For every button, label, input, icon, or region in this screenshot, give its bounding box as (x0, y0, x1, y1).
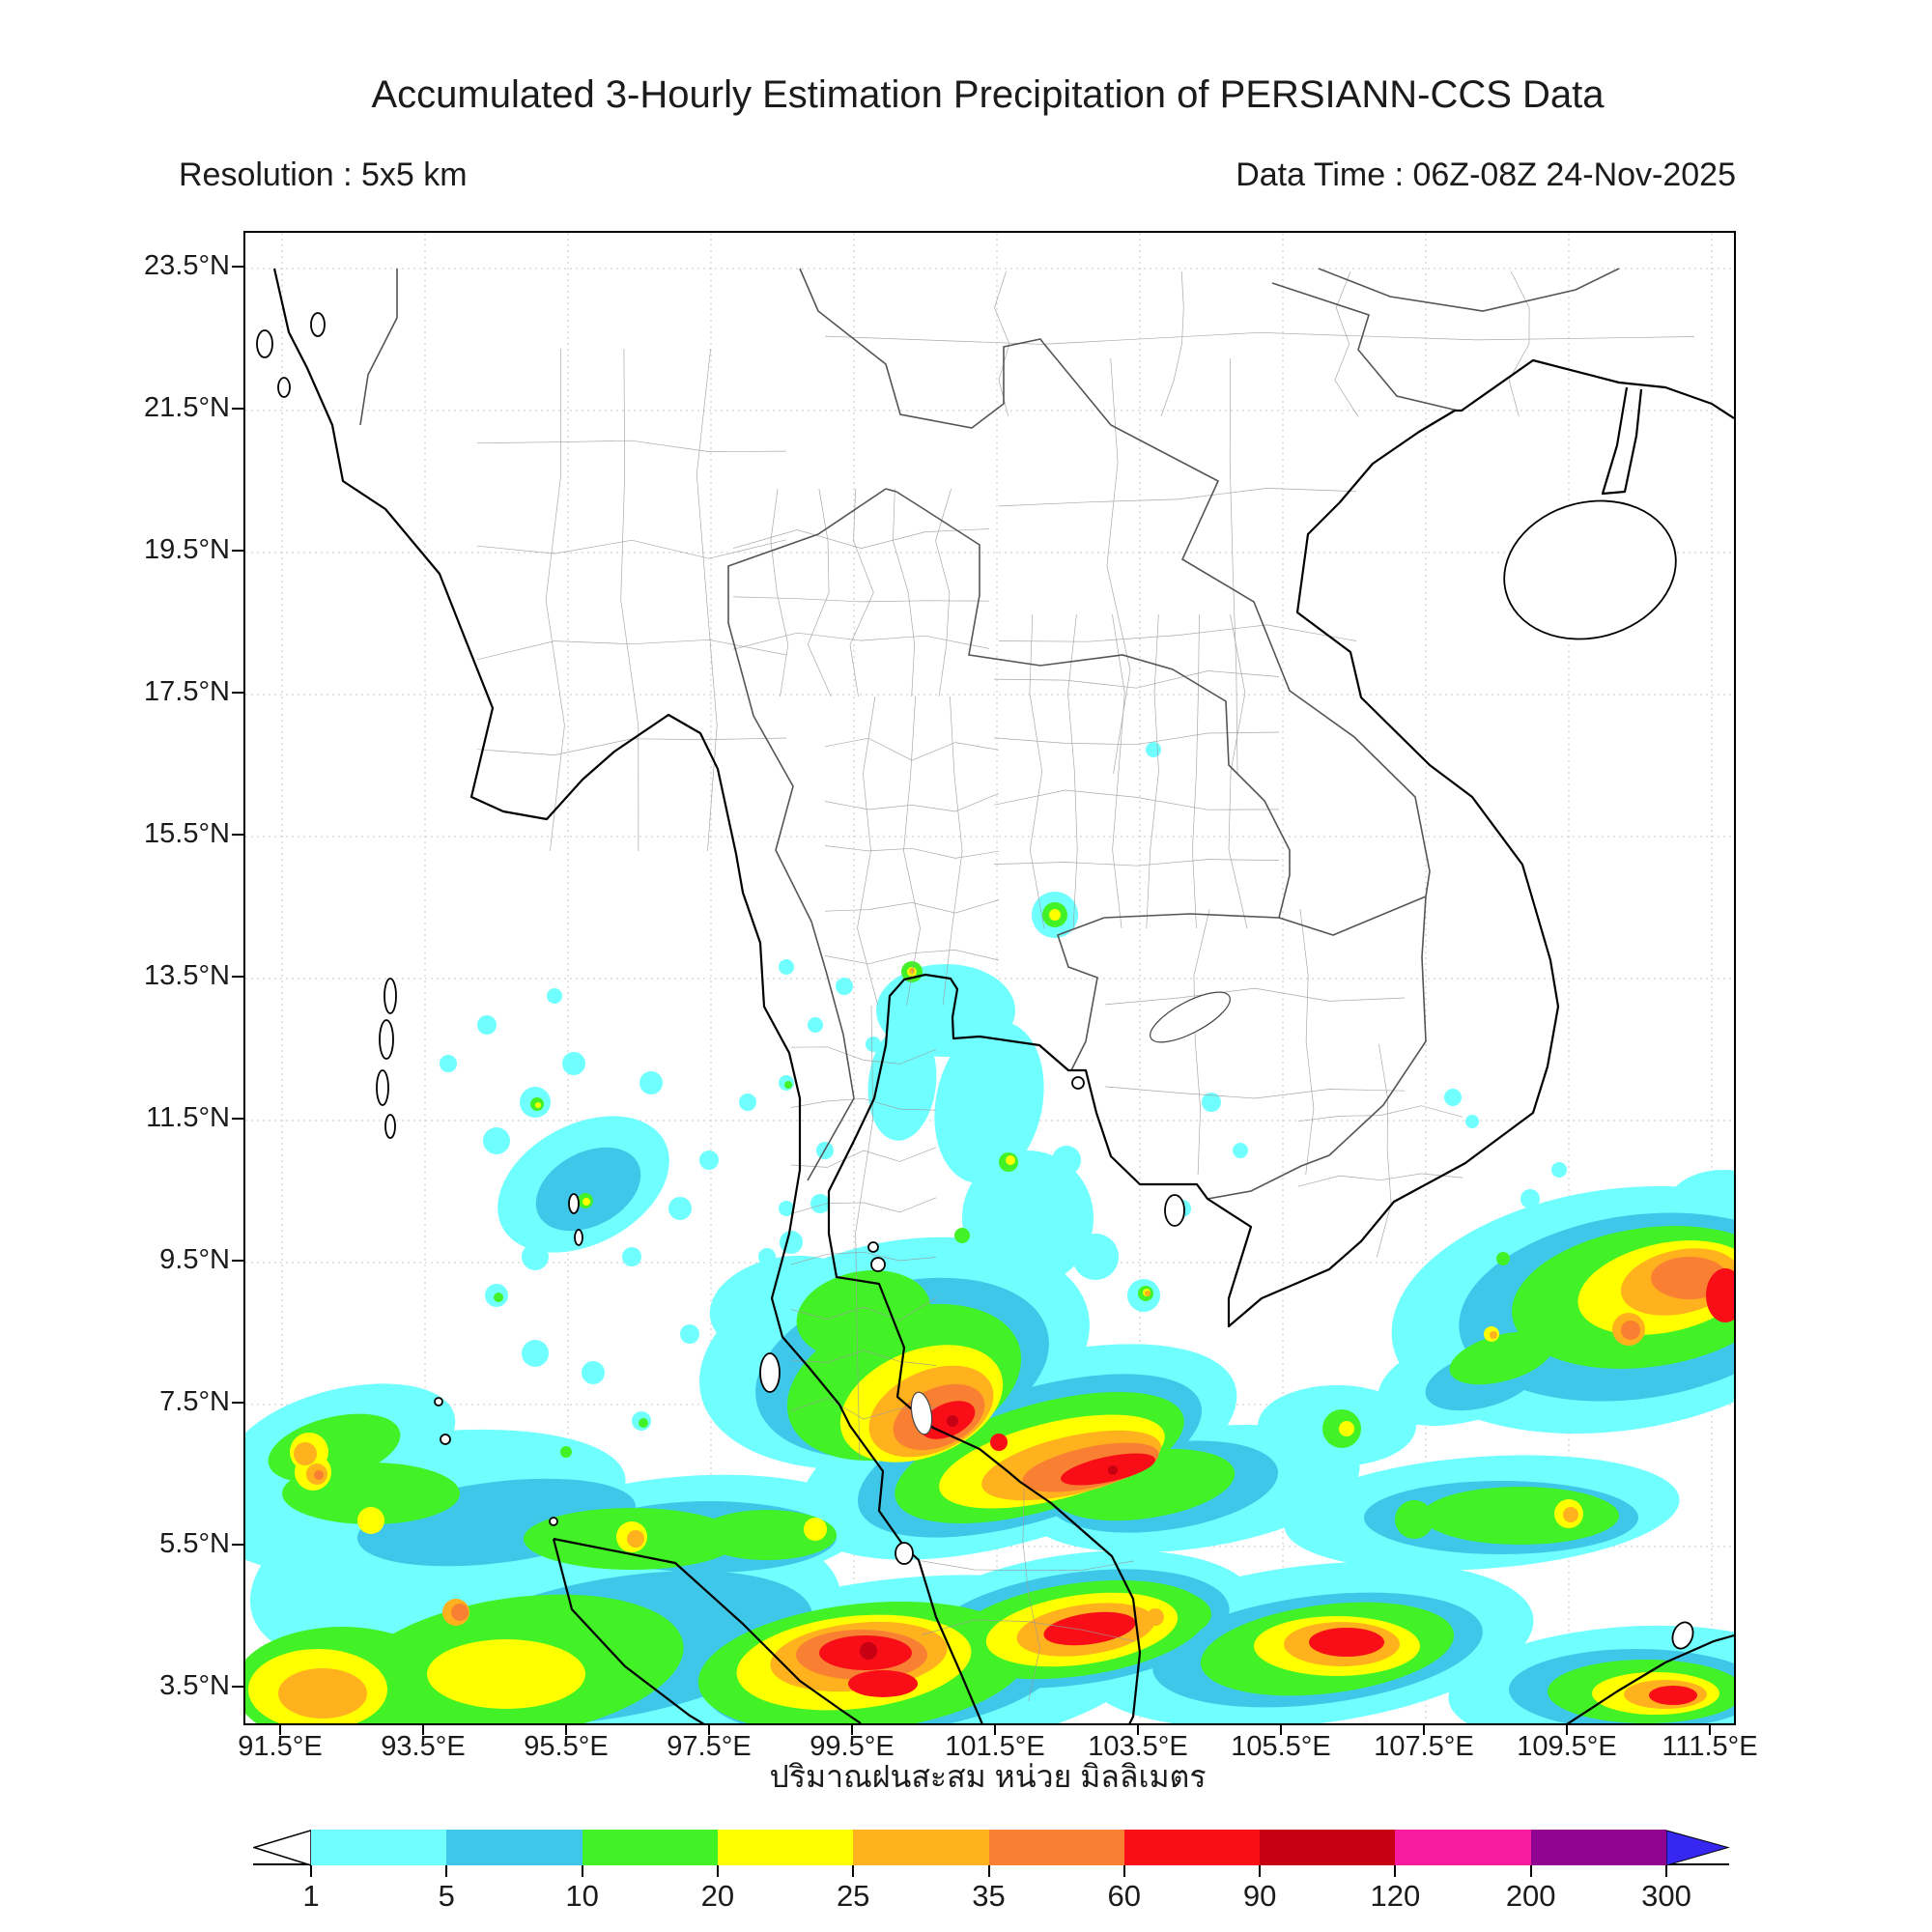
lat-tick-label: 21.5°N (144, 392, 230, 423)
lat-tick-mark (232, 1544, 243, 1546)
colorbar-tick-label: 35 (972, 1879, 1006, 1913)
lon-tick-mark (565, 1723, 567, 1735)
colorbar-segment (1530, 1830, 1667, 1865)
lon-tick-label: 99.5°E (810, 1731, 895, 1762)
colorbar-tick-mark (987, 1865, 990, 1877)
lon-tick-label: 97.5°E (667, 1731, 752, 1762)
colorbar-segment (853, 1830, 989, 1865)
lat-tick-label: 19.5°N (144, 534, 230, 565)
colorbar-segment (311, 1830, 447, 1865)
colorbar-tick-label: 5 (438, 1879, 455, 1913)
lat-tick-mark (232, 266, 243, 268)
colorbar-segment (446, 1830, 583, 1865)
lon-tick-mark (1709, 1723, 1711, 1735)
data-time-label: Data Time : 06Z-08Z 24-Nov-2025 (1236, 156, 1736, 193)
lon-tick-mark (279, 1723, 281, 1735)
lat-tick-mark (232, 1260, 243, 1262)
coastline (272, 268, 1734, 1723)
map-plot-area (243, 231, 1736, 1725)
lon-tick-mark (1423, 1723, 1425, 1735)
lon-tick-mark (851, 1723, 853, 1735)
lat-tick-mark (232, 976, 243, 978)
lat-tick-label: 23.5°N (144, 250, 230, 281)
lon-tick-mark (1566, 1723, 1568, 1735)
islands (256, 312, 1694, 1650)
colorbar-tick-mark (445, 1865, 448, 1877)
lon-tick-mark (994, 1723, 996, 1735)
lon-tick-mark (1137, 1723, 1139, 1735)
lon-tick-mark (708, 1723, 710, 1735)
colorbar-segment (988, 1830, 1125, 1865)
lon-tick-label: 93.5°E (381, 1731, 466, 1762)
colorbar-tick-mark (852, 1865, 855, 1877)
page-title: Accumulated 3-Hourly Estimation Precipit… (371, 73, 1605, 116)
map-canvas (245, 233, 1734, 1723)
colorbar-tick-label: 300 (1641, 1879, 1691, 1913)
colorbar-tick-label: 120 (1370, 1879, 1421, 1913)
colorbar-underflow-arrow-icon (253, 1830, 312, 1866)
colorbar-segment (1395, 1830, 1532, 1865)
province-boundaries (476, 270, 1695, 1702)
colorbar-tick-label: 25 (836, 1879, 870, 1913)
colorbar-tick-mark (1665, 1865, 1667, 1877)
lon-tick-label: 107.5°E (1374, 1731, 1474, 1762)
lon-tick-mark (1280, 1723, 1282, 1735)
lon-tick-label: 95.5°E (524, 1731, 609, 1762)
colorbar-tick-mark (1122, 1865, 1125, 1877)
colorbar-tick-mark (1259, 1865, 1262, 1877)
lon-tick-label: 91.5°E (238, 1731, 323, 1762)
resolution-label: Resolution : 5x5 km (179, 156, 468, 193)
lat-tick-mark (232, 834, 243, 836)
lat-tick-label: 11.5°N (146, 1102, 230, 1133)
lon-tick-mark (422, 1723, 424, 1735)
lat-tick-label: 13.5°N (144, 960, 230, 991)
lon-tick-label: 111.5°E (1662, 1731, 1758, 1762)
lat-tick-mark (232, 550, 243, 552)
lakes (910, 991, 1231, 1435)
lat-tick-mark (232, 408, 243, 410)
colorbar-segment (1260, 1830, 1396, 1865)
lat-tick-mark (232, 1118, 243, 1120)
rain-level-90-120mm (860, 1415, 1118, 1660)
colorbar-tick-label: 20 (700, 1879, 735, 1913)
map-unit-caption-thai: ปริมาณฝนสะสม หน่วย มิลลิเมตร (769, 1759, 1207, 1794)
lat-tick-label: 15.5°N (144, 818, 230, 849)
country-borders (359, 268, 1620, 1200)
lat-tick-mark (232, 1402, 243, 1404)
colorbar-overflow-arrow-icon (1666, 1830, 1730, 1866)
colorbar-segment (717, 1830, 854, 1865)
lat-tick-label: 5.5°N (159, 1528, 230, 1559)
lat-tick-label: 7.5°N (159, 1386, 230, 1417)
colorbar-tick-label: 1 (302, 1879, 320, 1913)
lon-tick-label: 105.5°E (1231, 1731, 1331, 1762)
colorbar-tick-mark (1529, 1865, 1532, 1877)
colorbar-tick-label: 60 (1107, 1879, 1142, 1913)
colorbar-tick-mark (310, 1865, 312, 1877)
lon-tick-label: 109.5°E (1517, 1731, 1617, 1762)
lat-tick-mark (232, 1686, 243, 1688)
colorbar-tick-label: 10 (565, 1879, 599, 1913)
colorbar-tick-label: 90 (1242, 1879, 1277, 1913)
colorbar-tick-mark (581, 1865, 583, 1877)
lat-tick-label: 17.5°N (144, 676, 230, 707)
colorbar-segment (1123, 1830, 1261, 1865)
lat-tick-label: 3.5°N (159, 1670, 230, 1701)
colorbar-tick-mark (716, 1865, 719, 1877)
colorbar-tick-mark (1394, 1865, 1397, 1877)
colorbar-segment (582, 1830, 719, 1865)
lon-tick-label: 101.5°E (945, 1731, 1045, 1762)
lon-tick-label: 103.5°E (1088, 1731, 1188, 1762)
colorbar-tick-label: 200 (1505, 1879, 1556, 1913)
lat-tick-mark (232, 692, 243, 694)
lat-tick-label: 9.5°N (159, 1244, 230, 1275)
